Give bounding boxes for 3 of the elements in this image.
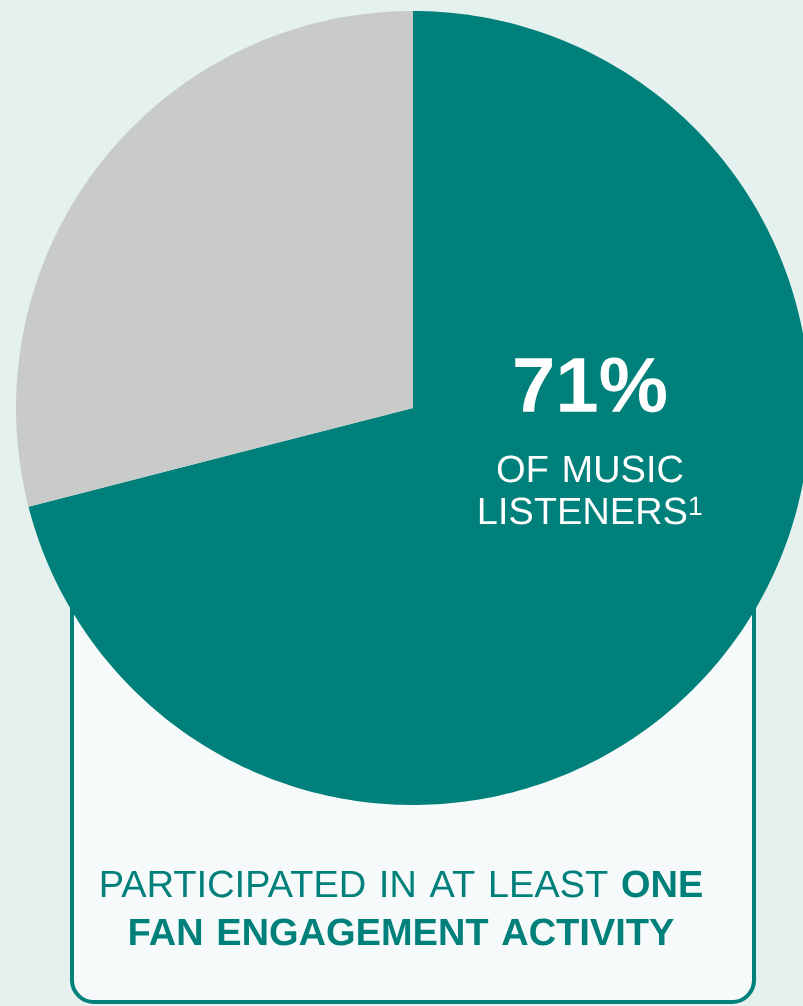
- slice-label: OF MUSIC LISTENERS$^{1}$: [479, 455, 702, 525]
- data-label: 71%: [515, 357, 666, 413]
- text: PARTICIPATED IN AT LEAST ONE FAN ENGAGEMENT ACTIVITY: [101, 870, 702, 946]
